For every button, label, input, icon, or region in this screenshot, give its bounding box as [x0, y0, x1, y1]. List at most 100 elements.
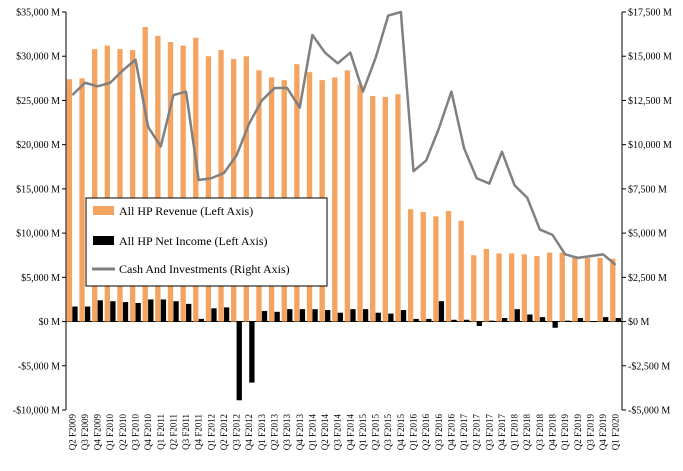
x-axis-tick-label: Q2 F2010	[118, 414, 128, 451]
net-income-bar	[514, 309, 520, 322]
net-income-bar	[337, 312, 343, 322]
right-axis-tick-label: $17,500 M	[628, 8, 672, 19]
x-axis-tick-label: Q3 F2016	[434, 414, 444, 451]
x-axis-tick-label: Q1 F2019	[560, 414, 570, 451]
revenue-bar	[559, 252, 565, 322]
x-axis-tick-label: Q3 F2013	[282, 414, 292, 451]
x-axis-tick-label: Q4 F2016	[446, 414, 456, 451]
x-axis-tick-label: Q2 F2016	[421, 414, 431, 451]
revenue-bar	[534, 256, 540, 322]
left-axis-tick-label: $35,000 M	[16, 8, 60, 19]
net-income-bar	[325, 310, 331, 322]
right-axis-tick-label: $10,000 M	[628, 140, 672, 151]
x-axis-tick-label: Q2 F2019	[573, 414, 583, 451]
x-axis-tick-label: Q1 F2012	[206, 414, 216, 450]
net-income-bar	[565, 320, 571, 322]
revenue-bar	[180, 45, 186, 322]
revenue-bar	[294, 64, 300, 322]
net-income-bar	[388, 313, 394, 322]
net-income-bar	[261, 310, 268, 322]
left-axis-tick-label: $30,000 M	[16, 52, 60, 63]
revenue-bar	[256, 70, 262, 322]
net-income-bar	[122, 302, 129, 322]
x-axis-tick-label: Q4 F2013	[295, 414, 305, 451]
revenue-bar	[521, 254, 527, 322]
x-axis-tick-label: Q1 F2020	[611, 414, 621, 451]
net-income-bar	[615, 318, 621, 322]
net-income-bar	[274, 311, 280, 322]
x-axis-tick-label: Q4 F2018	[548, 414, 558, 451]
left-axis-tick-label: $20,000 M	[16, 140, 60, 151]
net-income-bar	[464, 319, 470, 322]
x-axis-tick-label: Q1 F2016	[409, 414, 419, 451]
left-axis-tick-label: $10,000 M	[16, 229, 60, 240]
revenue-bar	[243, 56, 249, 322]
revenue-bar	[344, 70, 351, 322]
net-income-bar	[223, 307, 230, 322]
revenue-bar	[92, 49, 98, 322]
revenue-bar	[483, 249, 490, 322]
x-axis-tick-label: Q3 F2011	[181, 414, 191, 450]
net-income-bar	[287, 309, 293, 322]
revenue-bar	[231, 58, 237, 322]
x-axis-tick-label: Q3 F2017	[484, 414, 494, 451]
revenue-bar	[306, 72, 313, 322]
net-income-bar	[198, 318, 204, 322]
net-income-bar	[375, 312, 381, 322]
net-income-bar	[438, 301, 445, 322]
x-axis-tick-label: Q2 F2011	[168, 414, 178, 450]
revenue-bar	[104, 45, 110, 322]
left-axis-tick-label: $25,000 M	[16, 96, 60, 107]
x-axis-tick-label: Q3 F2018	[535, 414, 545, 451]
net-income-bar	[489, 320, 495, 322]
x-axis-tick-label: Q2 F2014	[320, 414, 330, 451]
revenue-bar	[66, 79, 73, 322]
x-axis-tick-label: Q4 F2019	[598, 414, 608, 451]
revenue-bar	[218, 50, 224, 322]
net-income-bar	[527, 314, 533, 322]
revenue-bar	[445, 211, 452, 322]
x-axis-tick-label: Q3 F2009	[80, 414, 90, 451]
right-axis-tick-label: $0 M	[628, 317, 650, 328]
x-axis-tick-label: Q2 F2015	[371, 414, 381, 451]
legend-box	[85, 197, 328, 287]
x-axis-tick-label: Q2 F2013	[270, 414, 280, 451]
x-axis-tick-label: Q3 F2015	[383, 414, 393, 451]
legend-swatch-revenue	[93, 206, 114, 215]
x-axis-tick-label: Q4 F2011	[194, 414, 204, 450]
revenue-bar	[597, 257, 603, 322]
net-income-bar	[135, 302, 141, 322]
right-axis-tick-label: -$2,500 M	[628, 361, 670, 372]
right-axis-tick-label: $2,500 M	[628, 273, 667, 284]
right-axis-tick-label: $7,500 M	[628, 184, 667, 195]
net-income-bar	[211, 308, 217, 322]
net-income-bar	[476, 321, 482, 326]
x-axis-tick-label: Q3 F2014	[333, 414, 343, 451]
net-income-bar	[160, 299, 167, 322]
revenue-bar	[546, 252, 553, 322]
net-income-bar	[97, 300, 103, 322]
net-income-bar	[173, 301, 179, 322]
right-axis-tick-label: $12,500 M	[628, 96, 672, 107]
x-axis-tick-label: Q4 F2017	[497, 414, 507, 451]
right-axis-tick-label: $15,000 M	[628, 52, 672, 63]
net-income-bar	[186, 303, 192, 322]
revenue-bar	[79, 78, 85, 322]
net-income-bar	[110, 301, 116, 322]
x-axis-tick-label: Q4 F2009	[93, 414, 103, 451]
net-income-bar	[299, 309, 306, 322]
net-income-bar	[362, 309, 369, 322]
net-income-bar	[249, 321, 255, 383]
revenue-bar	[370, 96, 376, 322]
net-income-bar	[603, 317, 609, 322]
line-layer	[71, 10, 617, 266]
x-axis-tick-label: Q3 F2019	[585, 414, 595, 451]
net-income-bar	[148, 299, 154, 322]
revenue-bar	[332, 77, 338, 322]
net-income-bar	[413, 318, 419, 322]
revenue-bar	[395, 94, 401, 322]
legend-label-net-income: All HP Net Income (Left Axis)	[119, 234, 268, 248]
revenue-bar	[142, 27, 148, 322]
revenue-bar	[471, 255, 477, 322]
